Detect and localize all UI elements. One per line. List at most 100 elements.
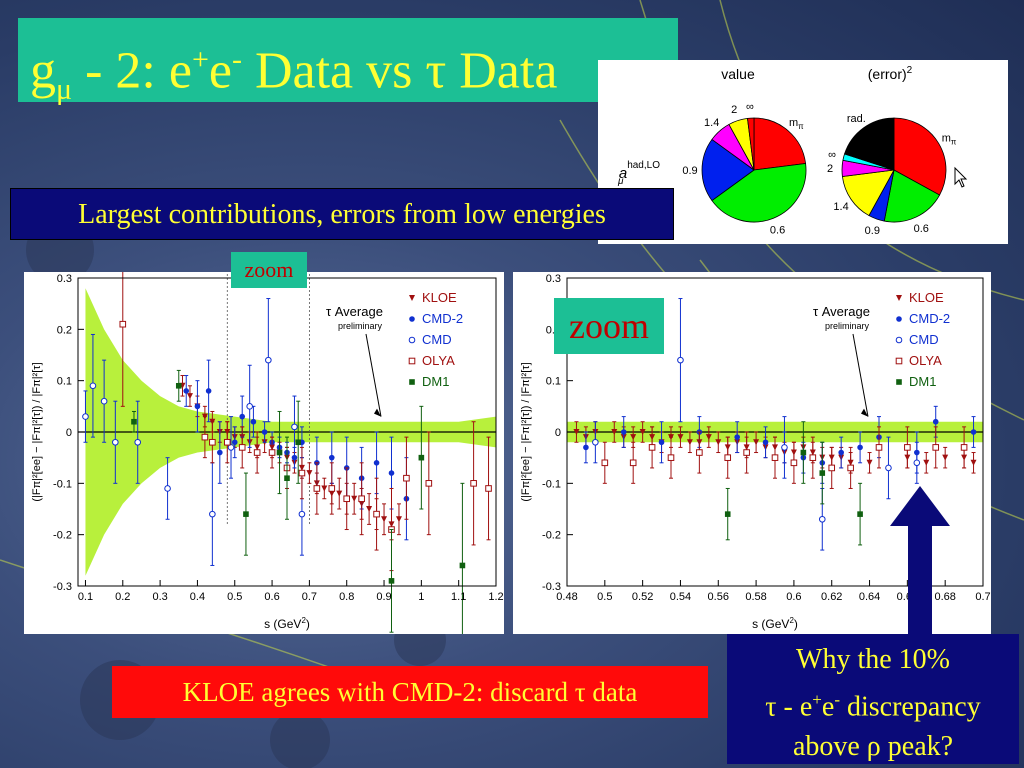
legend-kloe: KLOE [896,290,944,305]
slide-title: gμ - 2: e+e- Data vs τ Data [18,18,678,106]
dm1-point-1 [800,421,807,484]
kloe-point-32 [942,446,949,469]
kloe-point-14 [715,431,722,454]
dm1-point-0 [724,487,731,541]
olya-point-14 [932,426,940,469]
tau-average-label: τ Average [813,304,870,319]
olya-point-15 [403,436,410,520]
cmd-point-4 [134,400,142,484]
pie-error-label-4: 2 [827,163,833,175]
cmd-2-point-6 [250,405,257,438]
pie-error: mπ 0.6 0.9 1.4 2 ∞ rad. [827,113,957,237]
cmd-2-point-5 [762,426,769,459]
cmd-point-1 [677,298,684,423]
x-tick-label: 0.4 [190,591,205,603]
pie-error-slice-1 [883,169,941,223]
legend-cmd-2: CMD-2 [896,311,950,326]
kloe-point-19 [321,477,328,500]
pie-error-label-1: 0.6 [914,223,929,235]
kloe-point-3 [611,421,618,443]
x-tick-label: 0.8 [339,591,354,603]
legend-olya: OLYA [895,353,942,368]
dm1-point-5 [295,400,301,484]
kloe-point-18 [753,431,760,454]
y-tick-label: -0.3 [542,581,561,593]
x-tick-label: 0.7 [302,591,317,603]
olya-point-8 [298,446,306,500]
x-tick-label: 0.7 [975,591,990,603]
cmd-point-0 [82,390,89,443]
legend-cmd-2: CMD-2 [409,311,463,326]
legend-label: CMD [422,332,452,347]
cmd-point-5 [913,441,921,484]
annotation-arrowhead [861,408,868,417]
pie-error-label-0: mπ [942,132,957,146]
y-tick-label: 0.3 [57,273,72,285]
olya-point-4 [238,426,246,469]
cmd-2-point-4 [231,426,238,459]
cmd-2-point-1 [620,416,627,448]
y-tick-label: 0.1 [546,376,561,388]
olya-point-0 [601,441,609,484]
cmd-point-8 [246,364,253,448]
conclusion-banner: KLOE agrees with CMD-2: discard τ data [112,666,708,718]
x-tick-label: 0.6 [264,591,279,603]
pie-value-label-0: mπ [789,117,804,131]
olya-point-1 [629,441,637,484]
olya-point-6 [268,436,276,469]
annotation-arrow [365,333,382,417]
x-tick-label: 1.1 [451,591,466,603]
y-axis-label: (|Fπ|²[ee] − |Fπ|²[τ]) / |Fπ|²[τ] [520,362,532,501]
legend-dm1: DM1 [409,374,449,389]
dm1-point-8 [459,482,466,649]
cmd-point-9 [265,298,272,423]
kloe-point-17 [306,462,313,484]
legend-label: KLOE [909,290,944,305]
dm1-point-3 [857,482,863,546]
pie-error-slice-0 [893,117,947,196]
pie-value-slice-5 [747,117,755,171]
kloe-point-10 [677,426,684,448]
olya-point-11 [847,446,854,489]
cmd-2-point-3 [217,421,223,484]
legend-label: CMD [909,332,939,347]
olya-point-1 [201,416,209,459]
kloe-point-1 [186,385,193,407]
cmd-2-point-0 [583,431,589,464]
y-tick-label: 0 [66,427,72,439]
x-axis-label: s (GeV2) [752,616,798,631]
x-tick-label: 0.2 [115,591,130,603]
legend-label: OLYA [909,353,942,368]
olya-point-10 [828,446,836,489]
x-tick-label: 0.5 [227,591,242,603]
dm1-point-6 [388,529,395,633]
olya-point-5 [253,431,261,474]
cmd-2-point-14 [970,416,977,448]
dm1-point-2 [243,472,249,556]
cmd-point-0 [592,421,599,464]
legend-cmd: CMD [895,332,939,347]
olya-point-3 [223,421,231,464]
zoom-label-big: zoom [554,298,664,354]
cmd-2-point-7 [261,421,268,443]
kloe-point-21 [336,477,343,510]
chart-full-range: 0.1 0.2 0.3 0.4 0.5 0.6 0.7 0.8 0.9 1 1.1 1.2 0.3 0.2… [24,241,504,649]
cmd-point-3 [112,400,119,484]
kloe-point-29 [866,452,873,474]
x-tick-label: 0.68 [934,591,955,603]
preliminary-label: preliminary [338,321,383,331]
zoom-label-small: zoom [231,252,307,288]
olya-point-13 [904,426,911,469]
pie-value-label-3: 1.4 [704,117,719,129]
pie-value: mπ 0.6 0.9 1.4 2 ∞ [682,101,807,237]
pie-value-slice-0 [753,117,807,171]
cmd-2-point-2 [658,421,665,464]
legend-label: DM1 [422,374,449,389]
annotation-arrow [852,333,869,417]
kloe-point-6 [639,421,646,443]
x-axis-label: s (GeV2) [264,616,310,631]
dm1-point-0 [131,410,137,433]
kloe-point-34 [970,452,977,474]
olya-point-11 [343,467,351,531]
legend-dm1: DM1 [896,374,936,389]
